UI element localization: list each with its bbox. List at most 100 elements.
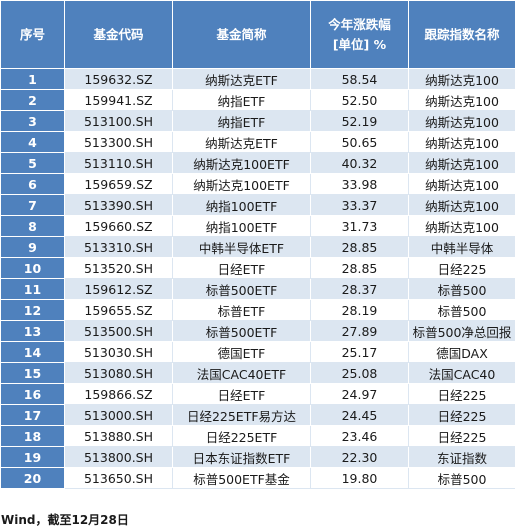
table-row[interactable]: 4 513300.SH 纳斯达克ETF 50.65 纳斯达克100 xyxy=(0,131,515,153)
tracking-index-cell: 日经225 xyxy=(408,404,515,426)
tracking-index-cell: 德国DAX xyxy=(408,341,515,363)
fund-code-cell: 159632.SZ xyxy=(64,68,173,90)
ytd-change-cell: 28.19 xyxy=(310,299,409,321)
table-row[interactable]: 5 513110.SH 纳斯达克100ETF 40.32 纳斯达克100 xyxy=(0,152,515,174)
header-ytd-change-line2: [单位] % xyxy=(332,36,387,52)
table-row[interactable]: 18 513880.SH 日经225ETF 23.46 日经225 xyxy=(0,425,515,447)
ytd-change-cell: 33.98 xyxy=(310,173,409,195)
ytd-change-cell: 27.89 xyxy=(310,320,409,342)
tracking-index-cell: 标普500净总回报 xyxy=(408,320,515,342)
fund-code-cell: 159866.SZ xyxy=(64,383,173,405)
table-row[interactable]: 15 513080.SH 法国CAC40ETF 25.08 法国CAC40 xyxy=(0,362,515,384)
row-index-cell: 10 xyxy=(0,257,65,279)
table-row[interactable]: 11 159612.SZ 标普500ETF 28.37 标普500 xyxy=(0,278,515,300)
fund-name-cell: 标普ETF xyxy=(172,299,311,321)
tracking-index-cell: 中韩半导体 xyxy=(408,236,515,258)
table-row[interactable]: 6 159659.SZ 纳斯达克100ETF 33.98 纳斯达克100 xyxy=(0,173,515,195)
tracking-index-cell: 纳斯达克100 xyxy=(408,131,515,153)
row-index-cell: 19 xyxy=(0,446,65,468)
row-index-cell: 8 xyxy=(0,215,65,237)
header-idx[interactable]: 序号 xyxy=(0,0,65,69)
row-index-cell: 17 xyxy=(0,404,65,426)
table-row[interactable]: 16 159866.SZ 日经ETF 24.97 日经225 xyxy=(0,383,515,405)
fund-code-cell: 513880.SH xyxy=(64,425,173,447)
header-code[interactable]: 基金代码 xyxy=(64,0,173,69)
fund-name-cell: 日经ETF xyxy=(172,257,311,279)
fund-code-cell: 513650.SH xyxy=(64,467,173,489)
table-row[interactable]: 13 513500.SH 标普500ETF 27.89 标普500净总回报 xyxy=(0,320,515,342)
fund-code-cell: 513800.SH xyxy=(64,446,173,468)
ytd-change-cell: 19.80 xyxy=(310,467,409,489)
ytd-change-cell: 52.50 xyxy=(310,89,409,111)
row-index-cell: 16 xyxy=(0,383,65,405)
table-row[interactable]: 14 513030.SH 德国ETF 25.17 德国DAX xyxy=(0,341,515,363)
fund-name-cell: 日经225ETF xyxy=(172,425,311,447)
table-row[interactable]: 1 159632.SZ 纳斯达克ETF 58.54 纳斯达克100 xyxy=(0,68,515,90)
table-row[interactable]: 2 159941.SZ 纳指ETF 52.50 纳斯达克100 xyxy=(0,89,515,111)
tracking-index-cell: 纳斯达克100 xyxy=(408,152,515,174)
row-index-cell: 13 xyxy=(0,320,65,342)
header-ytd-change-line1: 今年涨跌幅 xyxy=(328,16,391,32)
tracking-index-cell: 标普500 xyxy=(408,278,515,300)
fund-code-cell: 513520.SH xyxy=(64,257,173,279)
table-row[interactable]: 20 513650.SH 标普500ETF基金 19.80 标普500 xyxy=(0,467,515,489)
tracking-index-cell: 标普500 xyxy=(408,299,515,321)
row-index-cell: 6 xyxy=(0,173,65,195)
fund-code-cell: 159941.SZ xyxy=(64,89,173,111)
fund-code-cell: 513100.SH xyxy=(64,110,173,132)
fund-code-cell: 513390.SH xyxy=(64,194,173,216)
table-row[interactable]: 12 159655.SZ 标普ETF 28.19 标普500 xyxy=(0,299,515,321)
fund-code-cell: 513000.SH xyxy=(64,404,173,426)
tracking-index-cell: 日经225 xyxy=(408,425,515,447)
tracking-index-cell: 标普500 xyxy=(408,467,515,489)
header-name[interactable]: 基金简称 xyxy=(172,0,311,69)
fund-name-cell: 纳斯达克100ETF xyxy=(172,173,311,195)
header-ytd-change[interactable]: 今年涨跌幅 [单位] % xyxy=(310,0,409,69)
table-body: 1 159632.SZ 纳斯达克ETF 58.54 纳斯达克100 2 159941.SZ 纳… xyxy=(0,68,515,489)
fund-name-cell: 纳指ETF xyxy=(172,110,311,132)
table-row[interactable]: 3 513100.SH 纳指ETF 52.19 纳斯达克100 xyxy=(0,110,515,132)
row-index-cell: 5 xyxy=(0,152,65,174)
ytd-change-cell: 31.73 xyxy=(310,215,409,237)
ytd-change-cell: 24.97 xyxy=(310,383,409,405)
fund-name-cell: 德国ETF xyxy=(172,341,311,363)
header-tracking-index[interactable]: 跟踪指数名称 xyxy=(408,0,515,69)
ytd-change-cell: 28.85 xyxy=(310,257,409,279)
row-index-cell: 1 xyxy=(0,68,65,90)
row-index-cell: 15 xyxy=(0,362,65,384)
ytd-change-cell: 40.32 xyxy=(310,152,409,174)
fund-code-cell: 513300.SH xyxy=(64,131,173,153)
table-row[interactable]: 10 513520.SH 日经ETF 28.85 日经225 xyxy=(0,257,515,279)
tracking-index-cell: 纳斯达克100 xyxy=(408,173,515,195)
table-row[interactable]: 19 513800.SH 日本东证指数ETF 22.30 东证指数 xyxy=(0,446,515,468)
ytd-change-cell: 28.85 xyxy=(310,236,409,258)
source-note: Wind，截至12月28日 xyxy=(0,510,515,531)
fund-name-cell: 日本东证指数ETF xyxy=(172,446,311,468)
fund-name-cell: 纳指ETF xyxy=(172,89,311,111)
fund-name-cell: 标普500ETF xyxy=(172,278,311,300)
fund-name-cell: 纳指100ETF xyxy=(172,194,311,216)
fund-code-cell: 513310.SH xyxy=(64,236,173,258)
fund-name-cell: 纳斯达克ETF xyxy=(172,131,311,153)
table-row[interactable]: 9 513310.SH 中韩半导体ETF 28.85 中韩半导体 xyxy=(0,236,515,258)
row-index-cell: 9 xyxy=(0,236,65,258)
table-row[interactable]: 8 159660.SZ 纳指100ETF 31.73 纳斯达克100 xyxy=(0,215,515,237)
ytd-change-cell: 50.65 xyxy=(310,131,409,153)
fund-code-cell: 513030.SH xyxy=(64,341,173,363)
ytd-change-cell: 23.46 xyxy=(310,425,409,447)
tracking-index-cell: 纳斯达克100 xyxy=(408,68,515,90)
table-row[interactable]: 17 513000.SH 日经225ETF易方达 24.45 日经225 xyxy=(0,404,515,426)
row-index-cell: 11 xyxy=(0,278,65,300)
table-row[interactable]: 7 513390.SH 纳指100ETF 33.37 纳斯达克100 xyxy=(0,194,515,216)
ytd-change-cell: 25.17 xyxy=(310,341,409,363)
tracking-index-cell: 东证指数 xyxy=(408,446,515,468)
fund-code-cell: 159660.SZ xyxy=(64,215,173,237)
fund-name-cell: 纳斯达克ETF xyxy=(172,68,311,90)
ytd-change-cell: 22.30 xyxy=(310,446,409,468)
fund-table: 序号 基金代码 基金简称 今年涨跌幅 [单位] % 跟踪指数名称 1 159632… xyxy=(0,0,515,489)
row-index-cell: 20 xyxy=(0,467,65,489)
row-index-cell: 14 xyxy=(0,341,65,363)
tracking-index-cell: 日经225 xyxy=(408,383,515,405)
tracking-index-cell: 纳斯达克100 xyxy=(408,110,515,132)
